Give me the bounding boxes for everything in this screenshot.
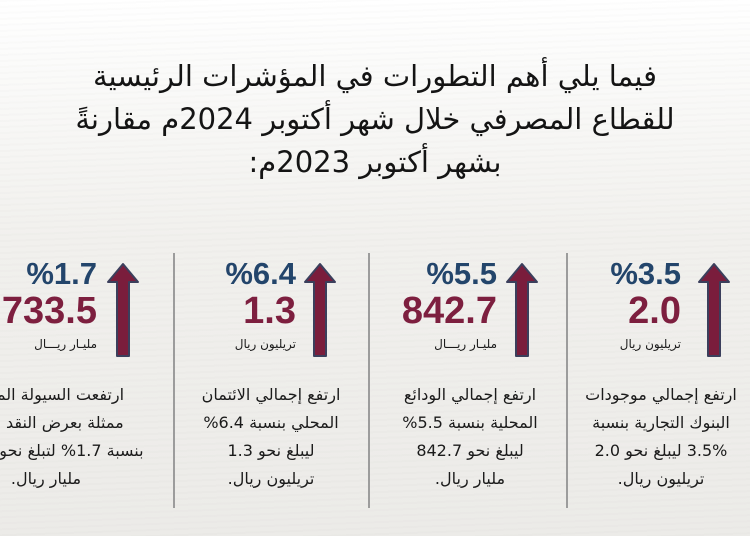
value-unit: مليـار ريـــال — [34, 337, 97, 351]
description-line: 3.5% ليبلغ نحو 2.0 — [594, 441, 728, 460]
indicator-description: ارتفعت السيولة المحلية ممثلة بعرض النقد … — [0, 381, 156, 493]
value-unit: تريليون ريال — [619, 337, 681, 351]
indicator-description: ارتفع إجمالي موجودات البنوك التجارية بنس… — [568, 381, 750, 493]
percent-change: %6.4 — [225, 256, 296, 291]
headline-line-3: بشهر أكتوبر 2023م: — [248, 145, 502, 179]
description-line: مليار ريال. — [10, 469, 82, 488]
description-line: المحلية بنسبة 5.5% — [402, 413, 538, 432]
description-line: ممثلة بعرض النقد (م2) — [0, 413, 124, 432]
value-unit: مليـار ريـــال — [434, 337, 497, 351]
indicator-description: ارتفع إجمالي الودائع المحلية بنسبة 5.5% … — [390, 381, 550, 493]
indicator-value: 2.0 — [628, 290, 681, 332]
description-line: البنوك التجارية بنسبة — [592, 413, 730, 432]
arrow-up-icon — [698, 263, 730, 357]
description-line: تريليون ريال. — [227, 469, 315, 488]
description-line: ارتفع إجمالي الودائع — [403, 385, 537, 404]
indicator-description: ارتفع إجمالي الائتمان المحلي بنسبة 6.4% … — [186, 381, 356, 493]
value-unit: تريليون ريال — [234, 337, 296, 351]
stat-block: %1.7 733.5 مليـار ريـــال — [0, 250, 168, 360]
headline: فيما يلي أهم التطورات في المؤشرات الرئيس… — [40, 55, 710, 184]
column-divider — [566, 253, 568, 508]
stat-block: %3.5 2.0 تريليون ريال — [575, 250, 750, 360]
description-line: بنسبة 1.7% لتبلغ نحو 733.5 — [0, 441, 144, 460]
description-line: المحلي بنسبة 6.4% — [203, 413, 339, 432]
indicator-card-local-liquidity: %1.7 733.5 مليـار ريـــال ارتفعت السيولة… — [0, 250, 168, 520]
arrow-up-icon — [304, 263, 336, 357]
description-line: ليبلغ نحو 842.7 — [416, 441, 524, 460]
column-divider — [368, 253, 370, 508]
headline-line-2: للقطاع المصرفي خلال شهر أكتوبر 2024م مقا… — [75, 102, 675, 136]
headline-line-1: فيما يلي أهم التطورات في المؤشرات الرئيس… — [92, 59, 657, 93]
description-line: ارتفع إجمالي موجودات — [585, 385, 737, 404]
indicator-card-commercial-bank-assets: %3.5 2.0 تريليون ريال ارتفع إجمالي موجود… — [575, 250, 750, 520]
indicator-card-local-deposits: %5.5 842.7 مليـار ريـــال ارتفع إجمالي ا… — [375, 250, 565, 520]
indicator-card-local-credit: %6.4 1.3 تريليون ريال ارتفع إجمالي الائت… — [180, 250, 366, 520]
description-line: ليبلغ نحو 1.3 — [227, 441, 315, 460]
arrow-up-icon — [506, 263, 538, 357]
description-line: تريليون ريال. — [617, 469, 705, 488]
indicator-value: 842.7 — [401, 290, 497, 332]
percent-change: %1.7 — [26, 256, 97, 291]
stat-block: %6.4 1.3 تريليون ريال — [180, 250, 366, 360]
description-line: ارتفعت السيولة المحلية — [0, 385, 125, 404]
arrow-up-icon — [107, 263, 139, 357]
percent-change: %3.5 — [610, 256, 681, 291]
indicator-value: 1.3 — [243, 290, 296, 332]
description-line: ارتفع إجمالي الائتمان — [201, 385, 341, 404]
percent-change: %5.5 — [426, 256, 497, 291]
description-line: مليار ريال. — [434, 469, 506, 488]
column-divider — [173, 253, 175, 508]
stat-block: %5.5 842.7 مليـار ريـــال — [375, 250, 565, 360]
indicator-value: 733.5 — [1, 290, 97, 332]
